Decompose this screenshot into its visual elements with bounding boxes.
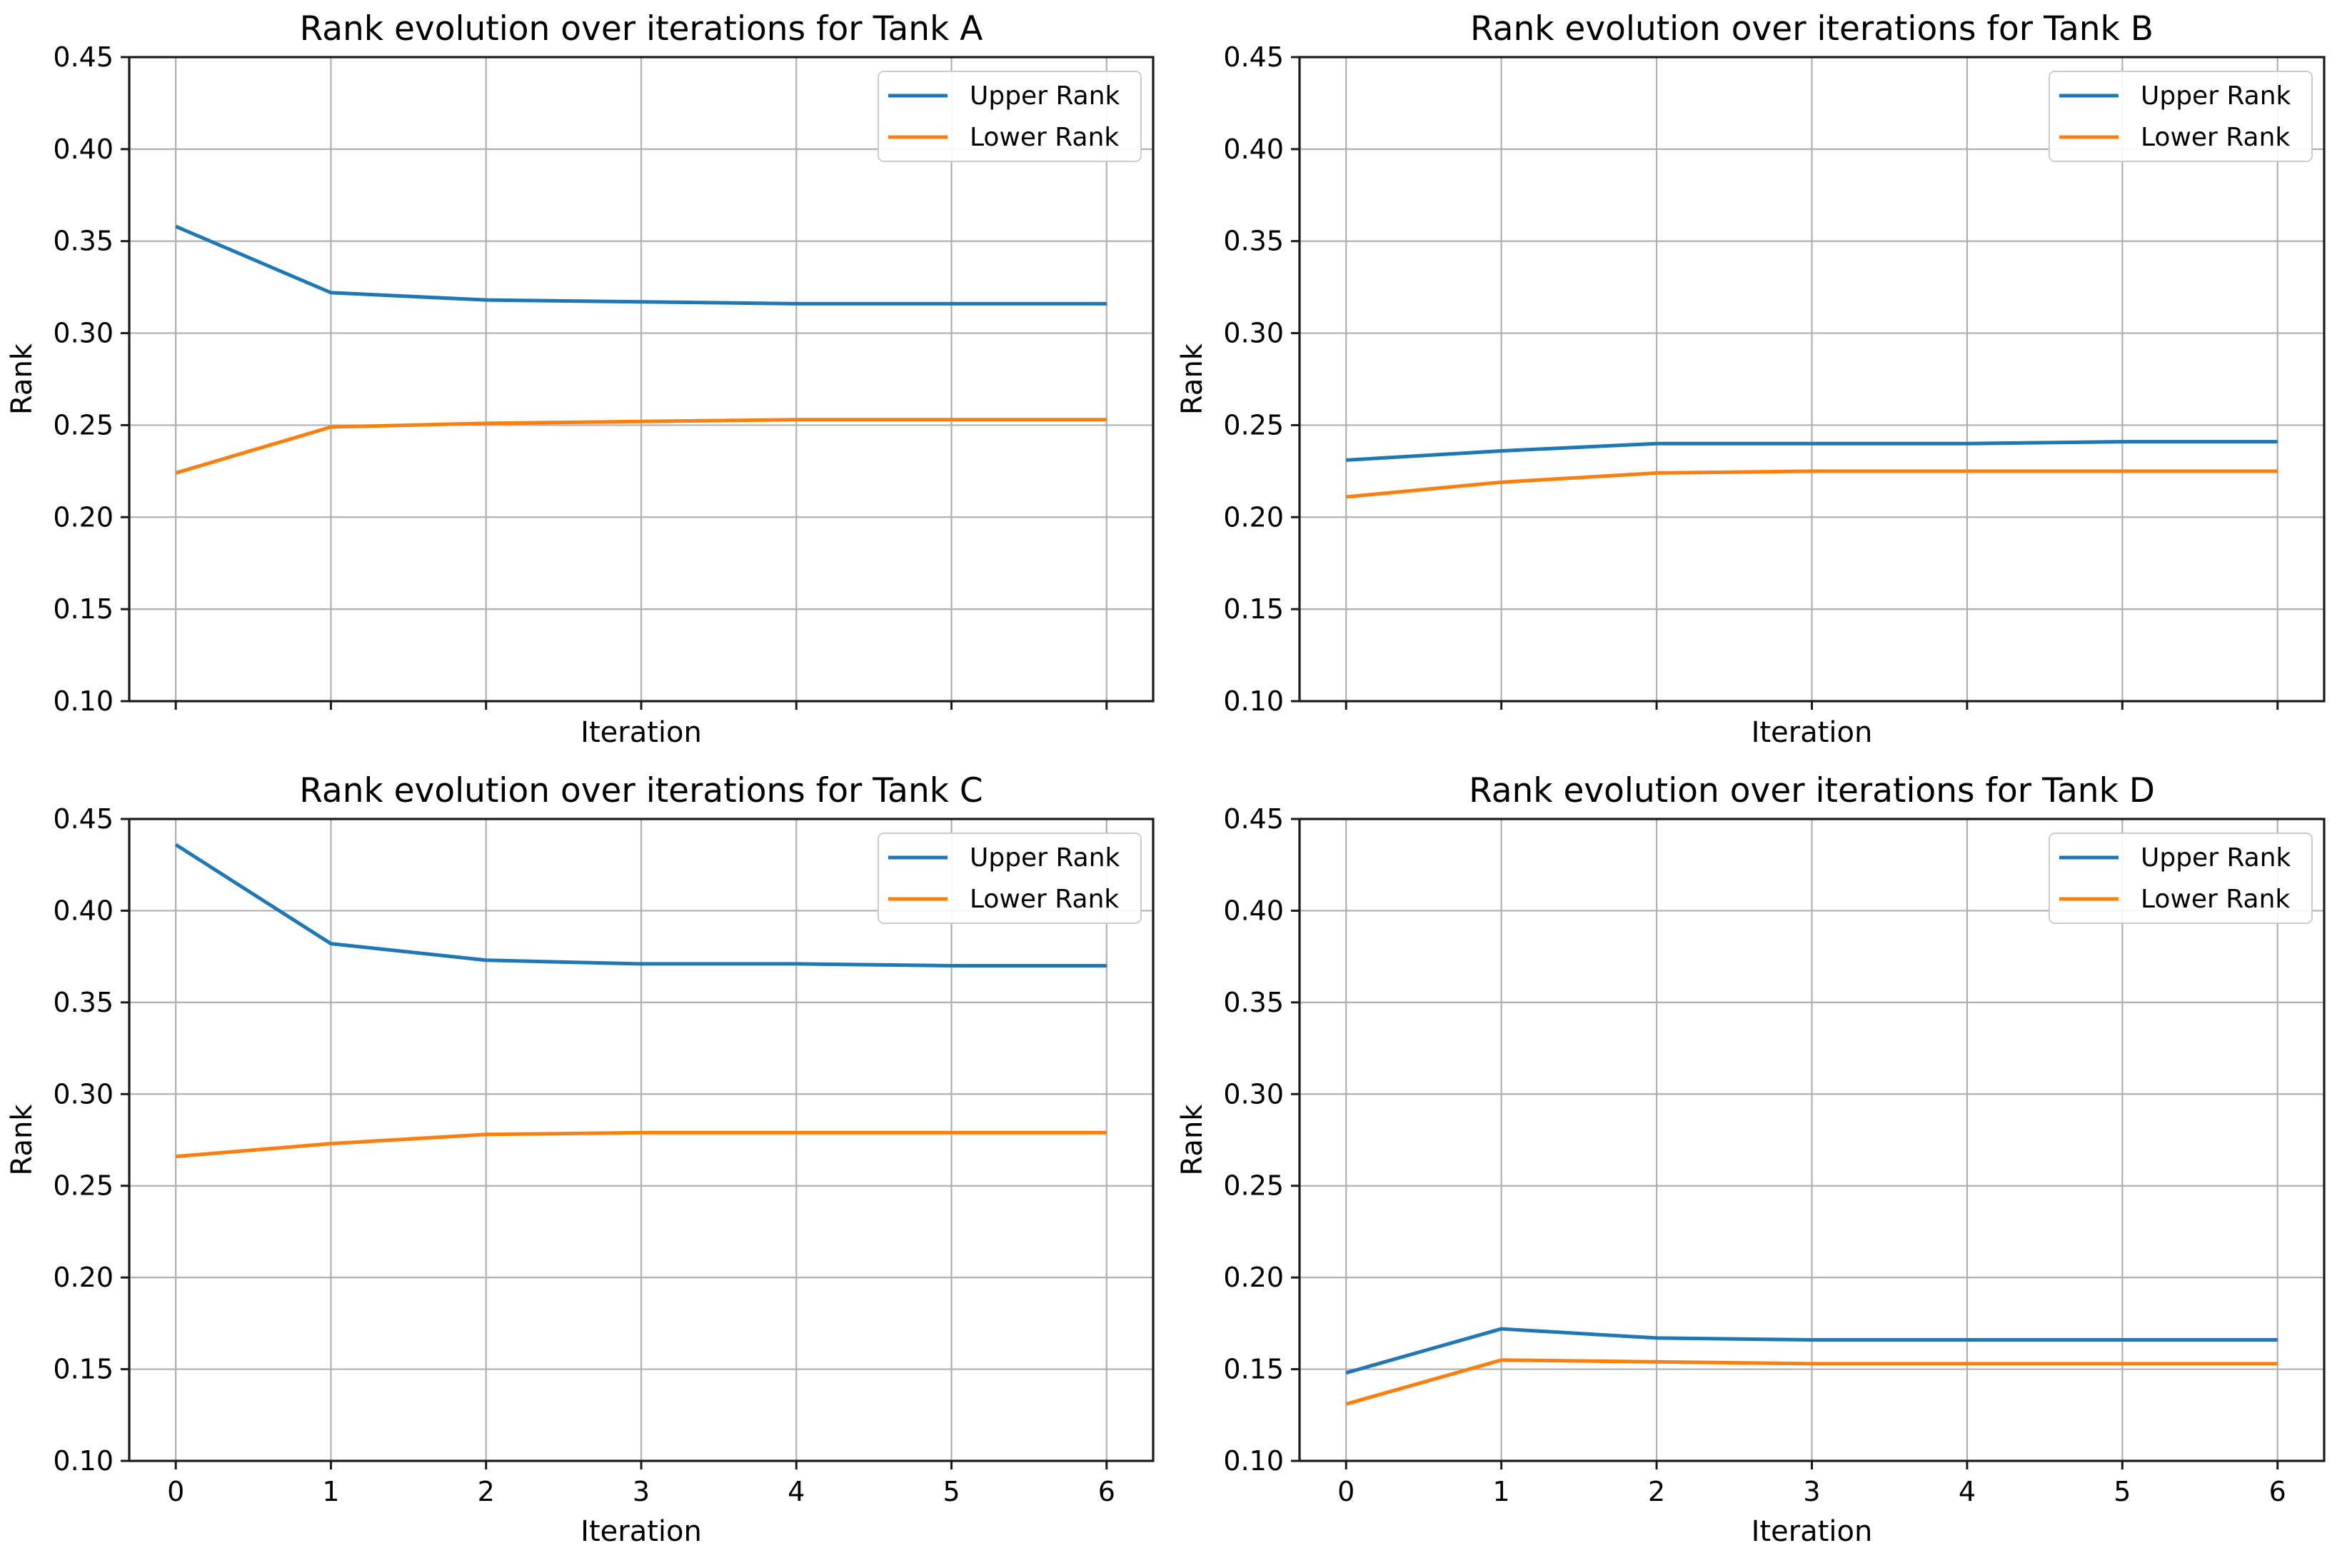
y-tick-label: 0.25	[53, 1170, 114, 1202]
y-tick-label: 0.35	[53, 226, 114, 257]
y-tick-label: 0.35	[53, 987, 114, 1018]
x-tick-label: 3	[1803, 1476, 1820, 1507]
y-tick-label: 0.45	[53, 803, 114, 835]
chart-panel-tank-a: 0.10 0.15 0.20 0.25 0.30 0.35 0.40 0.45 Rank evo…	[6, 9, 1155, 749]
y-tick-label: 0.30	[53, 1078, 114, 1110]
y-tick-label: 0.20	[53, 501, 114, 533]
x-axis-label: Iteration	[581, 716, 702, 749]
y-tick-label: 0.30	[1223, 318, 1284, 349]
x-tick-label: 6	[1098, 1476, 1115, 1507]
y-tick-label: 0.25	[1223, 409, 1284, 441]
legend-label: Upper Rank	[2141, 81, 2291, 111]
chart-title: Rank evolution over iterations for Tank …	[299, 771, 982, 810]
upper-rank-line	[174, 843, 1107, 968]
y-tick-label: 0.45	[1223, 41, 1284, 73]
y-axis-label: Rank	[1176, 1104, 1209, 1176]
y-tick-label: 0.30	[1223, 1078, 1284, 1110]
legend-label: Lower Rank	[970, 123, 1119, 152]
chart-title: Rank evolution over iterations for Tank …	[1469, 771, 2155, 810]
y-tick-label: 0.35	[1223, 987, 1284, 1018]
legend-label: Lower Rank	[970, 885, 1119, 914]
y-tick-label: 0.15	[53, 1354, 114, 1385]
y-tick-label: 0.20	[53, 1262, 114, 1293]
y-tick-label: 0.20	[1223, 501, 1284, 533]
y-tick-label: 0.40	[53, 134, 114, 165]
chart-title: Rank evolution over iterations for Tank …	[300, 9, 983, 49]
legend: Upper Rank Lower Rank	[2049, 71, 2313, 162]
legend: Upper Rank Lower Rank	[878, 833, 1142, 924]
chart-title: Rank evolution over iterations for Tank …	[1470, 9, 2153, 49]
x-tick-label: 4	[788, 1476, 805, 1507]
x-tick-label: 0	[1337, 1476, 1355, 1507]
y-tick-label: 0.10	[1223, 1445, 1284, 1477]
y-tick-label: 0.35	[1223, 226, 1284, 257]
y-tick-label: 0.25	[53, 409, 114, 441]
x-tick-label: 2	[1648, 1476, 1665, 1507]
y-tick-label: 0.30	[53, 318, 114, 349]
legend-label: Upper Rank	[970, 843, 1120, 873]
x-tick-label: 6	[2269, 1476, 2286, 1507]
y-tick-label: 0.25	[1223, 1170, 1284, 1202]
y-tick-label: 0.45	[1223, 803, 1284, 835]
y-tick-label: 0.10	[53, 1445, 114, 1477]
lower-rank-line	[175, 418, 1107, 475]
y-tick-label: 0.20	[1223, 1262, 1284, 1293]
x-tick-label: 5	[943, 1476, 960, 1507]
x-tick-label: 1	[1493, 1476, 1510, 1507]
y-tick-label: 0.15	[53, 593, 114, 625]
x-tick-label: 1	[322, 1476, 339, 1507]
x-tick-label: 5	[2114, 1476, 2131, 1507]
y-axis-label: Rank	[1176, 343, 1209, 415]
x-tick-label: 4	[1959, 1476, 1976, 1507]
legend-label: Upper Rank	[2141, 843, 2291, 873]
y-tick-label: 0.40	[53, 895, 114, 926]
chart-panel-tank-d: 0.10 0.15 0.20 0.25 0.30 0.35 0.40 0.45 0 1 2 3 4 5 6 R…	[1176, 771, 2326, 1548]
y-tick-label: 0.40	[1223, 895, 1284, 926]
lower-rank-line	[1345, 469, 2278, 499]
y-axis-label: Rank	[6, 1104, 39, 1176]
x-axis-label: Iteration	[1752, 716, 1873, 749]
x-tick-label: 2	[478, 1476, 495, 1507]
upper-rank-line	[1346, 440, 2278, 462]
legend-label: Lower Rank	[2141, 885, 2290, 914]
y-tick-label: 0.40	[1223, 134, 1284, 165]
legend-label: Upper Rank	[970, 81, 1120, 111]
y-tick-label: 0.10	[1223, 685, 1284, 717]
upper-rank-line	[1345, 1327, 2278, 1375]
legend-label: Lower Rank	[2141, 123, 2290, 152]
upper-rank-line	[175, 224, 1107, 306]
y-tick-label: 0.15	[1223, 1354, 1284, 1385]
y-tick-label: 0.15	[1223, 593, 1284, 625]
legend: Upper Rank Lower Rank	[878, 71, 1142, 162]
y-axis-label: Rank	[6, 343, 39, 415]
y-tick-label: 0.10	[53, 685, 114, 717]
lower-rank-line	[175, 1130, 1107, 1159]
x-axis-label: Iteration	[581, 1515, 702, 1548]
chart-panel-tank-c: 0.10 0.15 0.20 0.25 0.30 0.35 0.40 0.45 0 1 2 3 4 5 6 R…	[6, 771, 1155, 1548]
legend: Upper Rank Lower Rank	[2049, 833, 2313, 924]
y-tick-label: 0.45	[53, 41, 114, 73]
x-tick-label: 0	[167, 1476, 184, 1507]
chart-panel-tank-b: 0.10 0.15 0.20 0.25 0.30 0.35 0.40 0.45 Rank evo…	[1176, 9, 2326, 749]
x-tick-label: 3	[633, 1476, 650, 1507]
lower-rank-line	[1345, 1358, 2278, 1406]
x-axis-label: Iteration	[1752, 1515, 1873, 1548]
